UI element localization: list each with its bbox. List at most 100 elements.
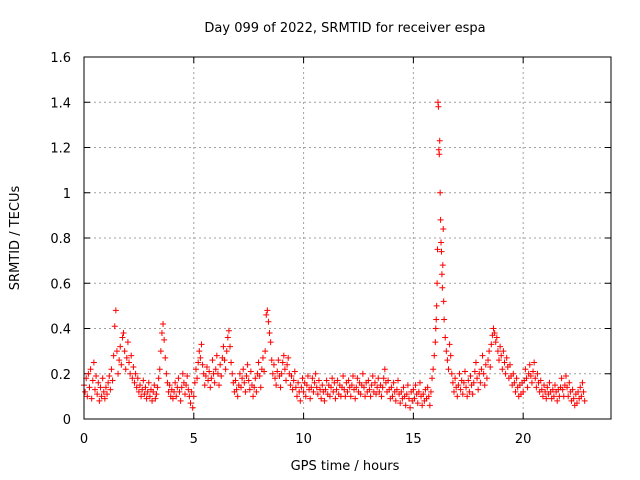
data-point: [333, 386, 340, 393]
data-point: [291, 368, 298, 375]
data-point: [532, 375, 539, 382]
data-point: [239, 375, 246, 382]
data-point: [381, 366, 388, 373]
data-point: [522, 366, 529, 373]
data-point: [438, 239, 445, 246]
data-point: [520, 388, 527, 395]
data-point: [278, 370, 285, 377]
y-tick-label: 1.6: [50, 51, 71, 66]
data-point: [402, 402, 409, 409]
data-point: [445, 366, 452, 373]
data-point: [104, 391, 111, 398]
data-point: [268, 357, 275, 364]
y-tick-label: 0.4: [50, 323, 71, 338]
x-tick-label: 20: [515, 432, 532, 447]
data-point: [318, 395, 325, 402]
data-point: [432, 339, 439, 346]
data-point: [245, 377, 252, 384]
data-point: [160, 320, 167, 327]
data-point: [275, 357, 282, 364]
data-point: [131, 379, 138, 386]
data-point: [88, 395, 95, 402]
data-point: [317, 386, 324, 393]
data-point: [189, 404, 196, 411]
data-point: [332, 395, 339, 402]
x-tick-label: 5: [190, 432, 198, 447]
grid: [84, 57, 611, 419]
data-point: [506, 361, 513, 368]
data-point: [486, 348, 493, 355]
data-point: [528, 379, 535, 386]
data-point: [290, 377, 297, 384]
data-point: [392, 397, 399, 404]
data-point: [448, 370, 455, 377]
data-point: [496, 357, 503, 364]
data-point: [288, 373, 295, 380]
data-point: [172, 379, 179, 386]
data-point: [247, 368, 254, 375]
data-point: [569, 386, 576, 393]
data-point: [224, 334, 231, 341]
data-point: [97, 384, 104, 391]
data-point: [243, 373, 250, 380]
data-point: [122, 366, 129, 373]
data-point: [438, 248, 445, 255]
data-point: [214, 370, 221, 377]
data-point: [102, 384, 109, 391]
data-point: [128, 352, 135, 359]
data-point: [246, 386, 253, 393]
data-point: [430, 366, 437, 373]
data-point: [511, 379, 518, 386]
data-point: [425, 393, 432, 400]
data-point: [398, 388, 405, 395]
data-point: [126, 359, 133, 366]
data-point: [440, 298, 447, 305]
data-point: [479, 352, 486, 359]
data-point: [577, 384, 584, 391]
data-point: [400, 384, 407, 391]
data-point: [132, 370, 139, 377]
data-point: [405, 395, 412, 402]
data-point: [217, 361, 224, 368]
data-point: [241, 379, 248, 386]
data-point: [124, 339, 131, 346]
data-point: [466, 388, 473, 395]
y-tick-label: 1.4: [50, 96, 71, 111]
data-point: [565, 393, 572, 400]
data-point: [309, 375, 316, 382]
data-point: [312, 370, 319, 377]
data-point: [389, 393, 396, 400]
data-point: [280, 352, 287, 359]
data-point: [465, 377, 472, 384]
data-point: [144, 388, 151, 395]
data-point: [299, 375, 306, 382]
data-point: [437, 189, 444, 196]
data-point: [353, 384, 360, 391]
data-point: [212, 366, 219, 373]
data-points: [81, 99, 588, 411]
data-point: [499, 366, 506, 373]
data-point: [449, 379, 456, 386]
data-point: [302, 393, 309, 400]
data-point: [283, 377, 290, 384]
data-point: [101, 395, 108, 402]
data-point: [434, 246, 441, 253]
data-point: [510, 370, 517, 377]
data-point: [431, 352, 438, 359]
data-point: [323, 377, 330, 384]
data-point: [531, 359, 538, 366]
data-point: [480, 370, 487, 377]
data-point: [375, 375, 382, 382]
data-point: [347, 393, 354, 400]
data-point: [407, 404, 414, 411]
data-point: [222, 366, 229, 373]
y-tick-label: 1: [63, 187, 71, 202]
data-point: [112, 307, 119, 314]
data-point: [580, 388, 587, 395]
data-point: [84, 393, 91, 400]
data-point: [415, 388, 422, 395]
data-point: [119, 334, 126, 341]
data-point: [469, 391, 476, 398]
data-point: [213, 352, 220, 359]
data-point: [161, 336, 168, 343]
